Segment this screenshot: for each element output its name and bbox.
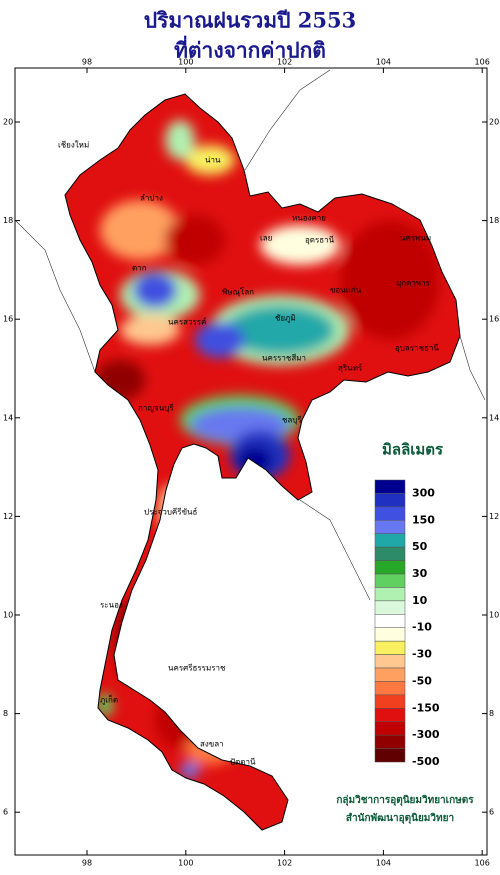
lat-label: 20: [3, 118, 13, 127]
legend-swatch: [374, 748, 406, 763]
legend-swatch: [374, 708, 406, 722]
place-label: นครพนม: [400, 234, 431, 243]
legend-title: มิลลิเมตร: [382, 441, 444, 459]
lon-label: 104: [376, 859, 391, 868]
legend-label: 50: [412, 540, 428, 553]
lat-label: 18: [489, 216, 499, 225]
place-label: หนองคาย: [292, 214, 326, 223]
legend-swatch: [374, 546, 406, 561]
lon-label: 100: [178, 58, 193, 67]
legend-label: -10: [412, 621, 432, 634]
lat-label: 20: [489, 118, 499, 127]
place-label: นครศรีธรรมราช: [168, 664, 226, 673]
place-label: สงขลา: [200, 740, 224, 749]
legend-swatch: [374, 614, 406, 628]
lon-label: 98: [82, 859, 92, 868]
lat-label: 14: [3, 413, 13, 422]
lat-label: 6: [489, 808, 494, 817]
lon-label: 106: [475, 859, 490, 868]
legend-swatch: [374, 533, 406, 548]
legend-label: -150: [412, 701, 440, 714]
lat-label: 14: [489, 413, 499, 422]
place-label: เลย: [260, 234, 272, 243]
credit: สำนักพัฒนาอุตุนิยมวิทยา: [346, 812, 454, 824]
lon-label: 106: [475, 58, 490, 67]
legend-swatch: [374, 493, 406, 508]
legend-label: 30: [412, 567, 428, 580]
lat-label: 18: [3, 216, 13, 225]
place-label: ชลบุรี: [282, 416, 302, 425]
place-label: อุดรธานี: [305, 236, 335, 245]
lat-label: 12: [489, 512, 499, 521]
place-label: ระนอง: [100, 601, 123, 610]
place-labels: เชียงใหม่ น่าน ลำปาง หนองคาย อุดรธานี นค…: [58, 141, 439, 767]
legend-label: 150: [412, 513, 435, 526]
place-label: ชัยภูมิ: [275, 314, 296, 324]
lon-label: 102: [277, 859, 292, 868]
place-label: เชียงใหม่: [58, 141, 89, 150]
neighbor-borders: [14, 69, 486, 601]
legend-label: -300: [412, 728, 440, 741]
place-label: ภูเก็ต: [100, 695, 118, 706]
place-label: นครราชสีมา: [262, 354, 306, 363]
place-label: นครสวรรค์: [168, 317, 206, 327]
legend-swatch: [374, 560, 406, 575]
legend-swatch: [374, 506, 406, 521]
lat-label: 12: [3, 512, 13, 521]
place-label: ขอนแก่น: [330, 286, 362, 295]
place-label: ลำปาง: [140, 194, 163, 203]
legend-swatch: [374, 520, 406, 534]
legend-label: 300: [412, 486, 435, 499]
lat-label: 10: [3, 611, 13, 620]
lat-label: 10: [489, 611, 499, 620]
legend-swatch: [374, 721, 406, 736]
place-label: อุบลราชธานี: [395, 344, 439, 353]
lon-label: 98: [82, 58, 92, 67]
legend-label: -30: [412, 648, 432, 661]
place-label: ปัตตานี: [230, 758, 256, 767]
place-label: กาญจนบุรี: [138, 404, 174, 413]
lat-label: 8: [3, 709, 8, 718]
legend-swatch: [374, 479, 406, 494]
lat-label: 6: [3, 808, 8, 817]
legend-swatch: [374, 627, 406, 642]
country-outline: [64, 93, 461, 831]
lat-label: 16: [489, 315, 499, 324]
place-label: ตาก: [132, 264, 147, 273]
legend-label: -500: [412, 755, 440, 768]
lon-label: 102: [277, 58, 292, 67]
legend-swatch: [374, 587, 406, 602]
place-label: สุรินทร์: [338, 363, 363, 373]
lat-label: 16: [3, 315, 13, 324]
legend-label: -50: [412, 674, 432, 687]
title: ปริมาณฝนรวมปี 2553: [144, 8, 356, 33]
legend-swatch: [374, 681, 406, 696]
legend-swatch: [374, 667, 406, 682]
place-label: น่าน: [205, 156, 221, 165]
subtitle: ที่ต่างจากค่าปกติ: [174, 35, 326, 63]
lon-label: 104: [376, 58, 391, 67]
legend-swatch: [374, 600, 406, 615]
lon-label: 100: [178, 859, 193, 868]
legend-swatch: [374, 734, 406, 749]
place-label: มุกดาหาร: [396, 279, 431, 288]
credit: กลุ่มวิชาการอุตุนิยมวิทยาเกษตร: [336, 794, 474, 806]
legend-swatch: [374, 573, 406, 588]
legend-swatch: [374, 694, 406, 709]
lat-label: 8: [489, 709, 494, 718]
legend-swatch: [374, 640, 406, 655]
place-label: พิษณุโลก: [222, 287, 254, 297]
legend-swatch: [374, 654, 406, 669]
legend-label: 10: [412, 594, 428, 607]
place-label: ประจวบคีรีขันธ์: [144, 507, 198, 517]
